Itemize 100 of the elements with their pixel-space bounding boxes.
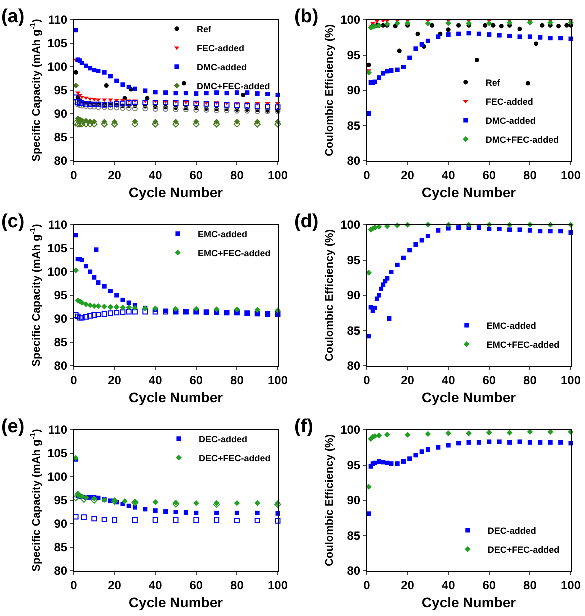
y-tick-label: 80 (347, 359, 361, 374)
y-tick-label: 85 (347, 324, 361, 338)
y-tick-label: 90 (54, 517, 68, 532)
x-tick-label: 20 (401, 373, 415, 388)
y-tick-label: 80 (347, 154, 361, 168)
x-axis-title: Cycle Number (128, 390, 224, 406)
y-tick-label: 85 (347, 118, 361, 133)
x-tick-label: 0 (70, 373, 78, 388)
y-tick-label: 95 (347, 48, 361, 62)
x-tick-label: 40 (442, 373, 456, 388)
y-axis-title: Coulombic Efficiency (%) (324, 24, 336, 157)
legend-label: DEC-added (198, 434, 248, 444)
chart-title: (b) (294, 6, 319, 28)
legend-label: DEC+FEC-added (488, 544, 560, 555)
x-tick-label: 100 (560, 578, 582, 592)
x-tick-label: 40 (148, 168, 163, 182)
x-tick-label: 0 (364, 578, 371, 592)
legend-label: EMC+FEC-added (198, 248, 271, 258)
y-tick-label: 90 (347, 288, 361, 303)
x-tick-label: 80 (230, 578, 244, 592)
y-tick-label: 85 (54, 336, 68, 350)
x-tick-label: 60 (482, 578, 496, 592)
y-tick-label: 105 (48, 242, 68, 256)
x-tick-label: 20 (108, 373, 122, 388)
y-tick-label: 95 (347, 253, 361, 268)
x-tick-label: 80 (524, 373, 538, 388)
y-tick-label: 90 (347, 494, 361, 508)
x-tick-label: 40 (148, 373, 163, 388)
y-tick-label: 85 (54, 130, 68, 145)
y-tick-label: 90 (347, 84, 361, 98)
x-axis-title: Cycle Number (422, 390, 517, 406)
x-tick-label: 20 (108, 168, 122, 182)
x-axis-title: Cycle Number (422, 594, 517, 611)
x-tick-label: 80 (524, 168, 538, 182)
x-tick-label: 100 (560, 373, 582, 388)
x-tick-label: 0 (364, 168, 371, 182)
legend-label: DEC+FEC-added (198, 453, 271, 464)
legend-label: DMC-added (196, 62, 247, 72)
legend-label: Ref (196, 24, 212, 34)
chart-title: (e) (1, 416, 25, 438)
y-tick-label: 100 (340, 218, 361, 232)
x-tick-label: 80 (230, 168, 244, 182)
x-tick-label: 60 (190, 578, 204, 592)
x-tick-label: 80 (230, 373, 244, 388)
legend-label: Ref (486, 78, 502, 88)
y-tick-label: 100 (48, 265, 68, 280)
y-tick-label: 95 (54, 288, 68, 303)
y-tick-label: 105 (48, 36, 68, 51)
y-tick-label: 110 (48, 218, 68, 232)
x-tick-label: 20 (401, 168, 415, 182)
y-tick-label: 95 (347, 458, 361, 472)
legend-label: DMC-added (486, 116, 536, 126)
x-tick-label: 60 (190, 168, 204, 182)
y-tick-label: 85 (347, 528, 361, 543)
y-tick-label: 80 (54, 564, 68, 578)
x-tick-label: 20 (401, 578, 415, 592)
x-tick-label: 0 (70, 578, 78, 592)
chart-title: (f) (294, 416, 314, 438)
chart-title: (a) (1, 6, 25, 28)
legend-label: DEC-added (488, 526, 536, 536)
legend-label: DMC+FEC-added (486, 134, 560, 145)
legend-label: EMC-added (486, 320, 536, 331)
legend-label: FEC-added (196, 43, 244, 54)
chart-title: (c) (1, 212, 25, 233)
y-tick-label: 90 (54, 312, 68, 326)
y-axis-title: Coulombic Efficiency (%) (324, 229, 336, 362)
y-tick-label: 80 (54, 359, 68, 374)
chart-title: (d) (294, 212, 319, 233)
legend-label: FEC-added (486, 96, 534, 107)
x-tick-label: 20 (108, 578, 122, 592)
x-axis-title: Cycle Number (128, 594, 224, 611)
y-tick-label: 105 (48, 446, 68, 461)
x-tick-label: 40 (442, 578, 456, 592)
legend-label: EMC+FEC-added (486, 340, 560, 350)
x-tick-label: 100 (560, 168, 582, 182)
y-tick-label: 110 (48, 423, 68, 438)
x-tick-label: 0 (364, 373, 371, 388)
x-tick-label: 100 (268, 373, 288, 388)
x-tick-label: 100 (268, 578, 288, 592)
x-axis-title: Cycle Number (422, 184, 517, 201)
y-tick-label: 85 (54, 540, 68, 555)
y-tick-label: 80 (347, 564, 361, 578)
legend-label: DMC+FEC-added (196, 81, 270, 92)
x-tick-label: 60 (190, 373, 204, 388)
y-tick-label: 95 (54, 494, 68, 508)
x-tick-label: 0 (70, 168, 78, 182)
x-tick-label: 40 (148, 578, 163, 592)
x-tick-label: 60 (482, 168, 496, 182)
x-tick-label: 40 (442, 168, 456, 182)
legend-label: EMC-added (198, 229, 248, 240)
x-axis-title: Cycle Number (128, 184, 224, 201)
y-tick-label: 80 (54, 154, 68, 168)
y-tick-label: 90 (54, 107, 68, 122)
x-tick-label: 80 (524, 578, 538, 592)
x-tick-label: 60 (482, 373, 496, 388)
y-tick-label: 100 (48, 60, 68, 74)
x-tick-label: 100 (268, 168, 288, 182)
y-tick-label: 100 (48, 470, 68, 484)
y-tick-label: 95 (54, 84, 68, 98)
y-tick-label: 100 (340, 423, 361, 438)
